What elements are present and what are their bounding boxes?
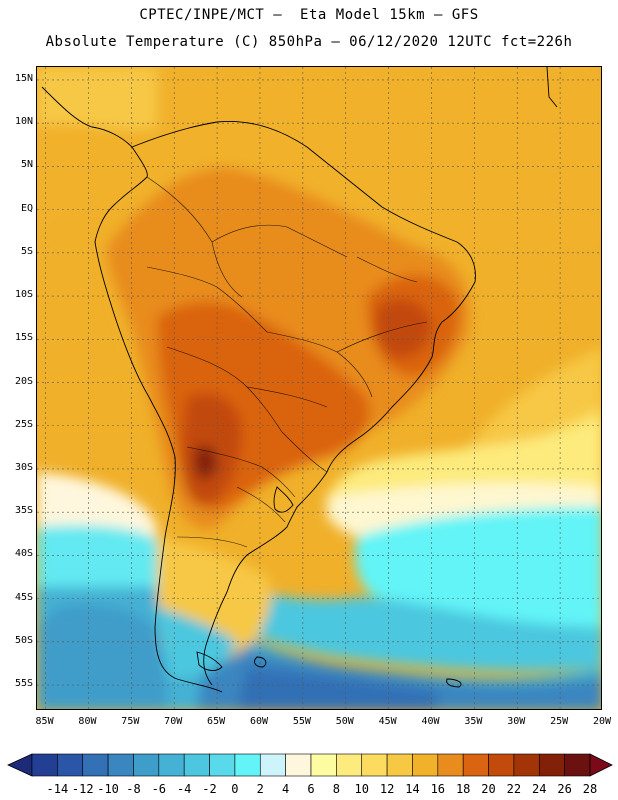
- longitude-label: 60W: [249, 716, 268, 727]
- colorbar-tick-label: 8: [332, 782, 340, 796]
- colorbar-tick-label: 26: [557, 782, 572, 796]
- colorbar-tick-label: -12: [71, 782, 94, 796]
- latitude-label: 20S: [14, 375, 33, 387]
- longitude-label: 20W: [592, 716, 612, 727]
- longitude-label: 35W: [464, 716, 483, 727]
- latitude-label: 50S: [14, 634, 33, 646]
- colorbar-cell: [31, 753, 58, 777]
- colorbar-tick-label: -6: [151, 782, 167, 796]
- colorbar-arrow-max: [589, 753, 613, 777]
- colorbar-tick-label: -14: [46, 782, 69, 796]
- colorbar-tick-label: 28: [582, 782, 598, 796]
- colorbar-cell: [310, 753, 337, 777]
- longitude-label: 25W: [550, 716, 569, 727]
- colorbar-cell: [234, 753, 261, 777]
- colorbar-tick-label: 14: [405, 782, 420, 796]
- colorbar-tick-label: 2: [256, 782, 264, 796]
- latitude-label: 15N: [14, 72, 33, 84]
- colorbar-cell: [488, 753, 515, 777]
- longitude-label: 40W: [421, 716, 440, 727]
- colorbar-tick-label: -2: [202, 782, 217, 796]
- colorbar-tick-label: -10: [97, 782, 119, 796]
- latitude-label: 25S: [14, 418, 33, 430]
- latitude-label: EQ: [20, 202, 33, 214]
- temperature-field: [37, 67, 601, 709]
- longitude-label: 45W: [378, 716, 397, 727]
- temperature-map[interactable]: [36, 66, 602, 710]
- colorbar-tick-label: 16: [430, 782, 446, 796]
- colorbar-cell: [57, 753, 84, 777]
- map-title-source: CPTEC/INPE/MCT — Eta Model 15km — GFS: [139, 7, 479, 23]
- colorbar-tick-label: 12: [379, 782, 395, 796]
- colorbar-cell: [386, 753, 413, 777]
- colorbar-cell: [462, 753, 489, 777]
- colorbar-cell: [564, 753, 591, 777]
- colorbar-tick-label: 4: [282, 782, 290, 796]
- map-title-variable: Absolute Temperature (C) 850hPa — 06/12/…: [45, 34, 573, 50]
- colorbar-cell: [158, 753, 185, 777]
- colorbar-cell: [183, 753, 210, 777]
- colorbar-tick-label: 0: [231, 782, 239, 796]
- latitude-label: 10S: [14, 289, 33, 301]
- longitude-label: 80W: [78, 716, 97, 727]
- country-borders: [146, 176, 428, 548]
- colorbar-cell: [336, 753, 363, 777]
- colorbar-cell: [437, 753, 464, 777]
- colorbar-cell: [133, 753, 160, 777]
- colorbar-arrow-min: [7, 753, 33, 777]
- longitude-label: 65W: [207, 716, 226, 727]
- colorbar-cell: [259, 753, 286, 777]
- colorbar-tick-label: 10: [354, 782, 369, 796]
- longitude-label: 30W: [507, 716, 526, 727]
- colorbar-cell: [107, 753, 134, 777]
- longitude-label: 50W: [335, 716, 354, 727]
- colorbar-cell: [361, 753, 388, 777]
- coastlines: [41, 67, 558, 693]
- latitude-label: 45S: [14, 591, 33, 603]
- latitude-label: 55S: [14, 678, 33, 690]
- colorbar-tick-label: -8: [126, 782, 141, 796]
- longitude-label: 75W: [121, 716, 140, 727]
- colorbar-tick-label: 20: [481, 782, 496, 796]
- longitude-label: 70W: [164, 716, 183, 727]
- colorbar-cell: [82, 753, 109, 777]
- longitude-label: 85W: [35, 716, 54, 727]
- colorbar: [7, 753, 613, 777]
- colorbar-cell: [538, 753, 565, 777]
- latitude-label: 35S: [14, 505, 33, 517]
- colorbar-tick-label: -4: [176, 782, 192, 796]
- latitude-label: 5S: [20, 245, 33, 257]
- colorbar-tick-label: 22: [506, 782, 522, 796]
- colorbar-cell: [412, 753, 439, 777]
- latitude-label: 40S: [14, 548, 33, 560]
- latitude-label: 15S: [14, 332, 33, 344]
- latitude-label: 30S: [14, 461, 33, 473]
- latitude-label: 10N: [14, 116, 33, 128]
- colorbar-cell: [513, 753, 540, 777]
- colorbar-cell: [209, 753, 236, 777]
- colorbar-tick-label: 6: [307, 782, 315, 796]
- graticule: [37, 67, 601, 709]
- colorbar-cell: [285, 753, 312, 777]
- latitude-label: 5N: [20, 159, 33, 171]
- colorbar-tick-label: 24: [532, 782, 547, 796]
- longitude-label: 55W: [292, 716, 311, 727]
- colorbar-tick-label: 18: [455, 782, 471, 796]
